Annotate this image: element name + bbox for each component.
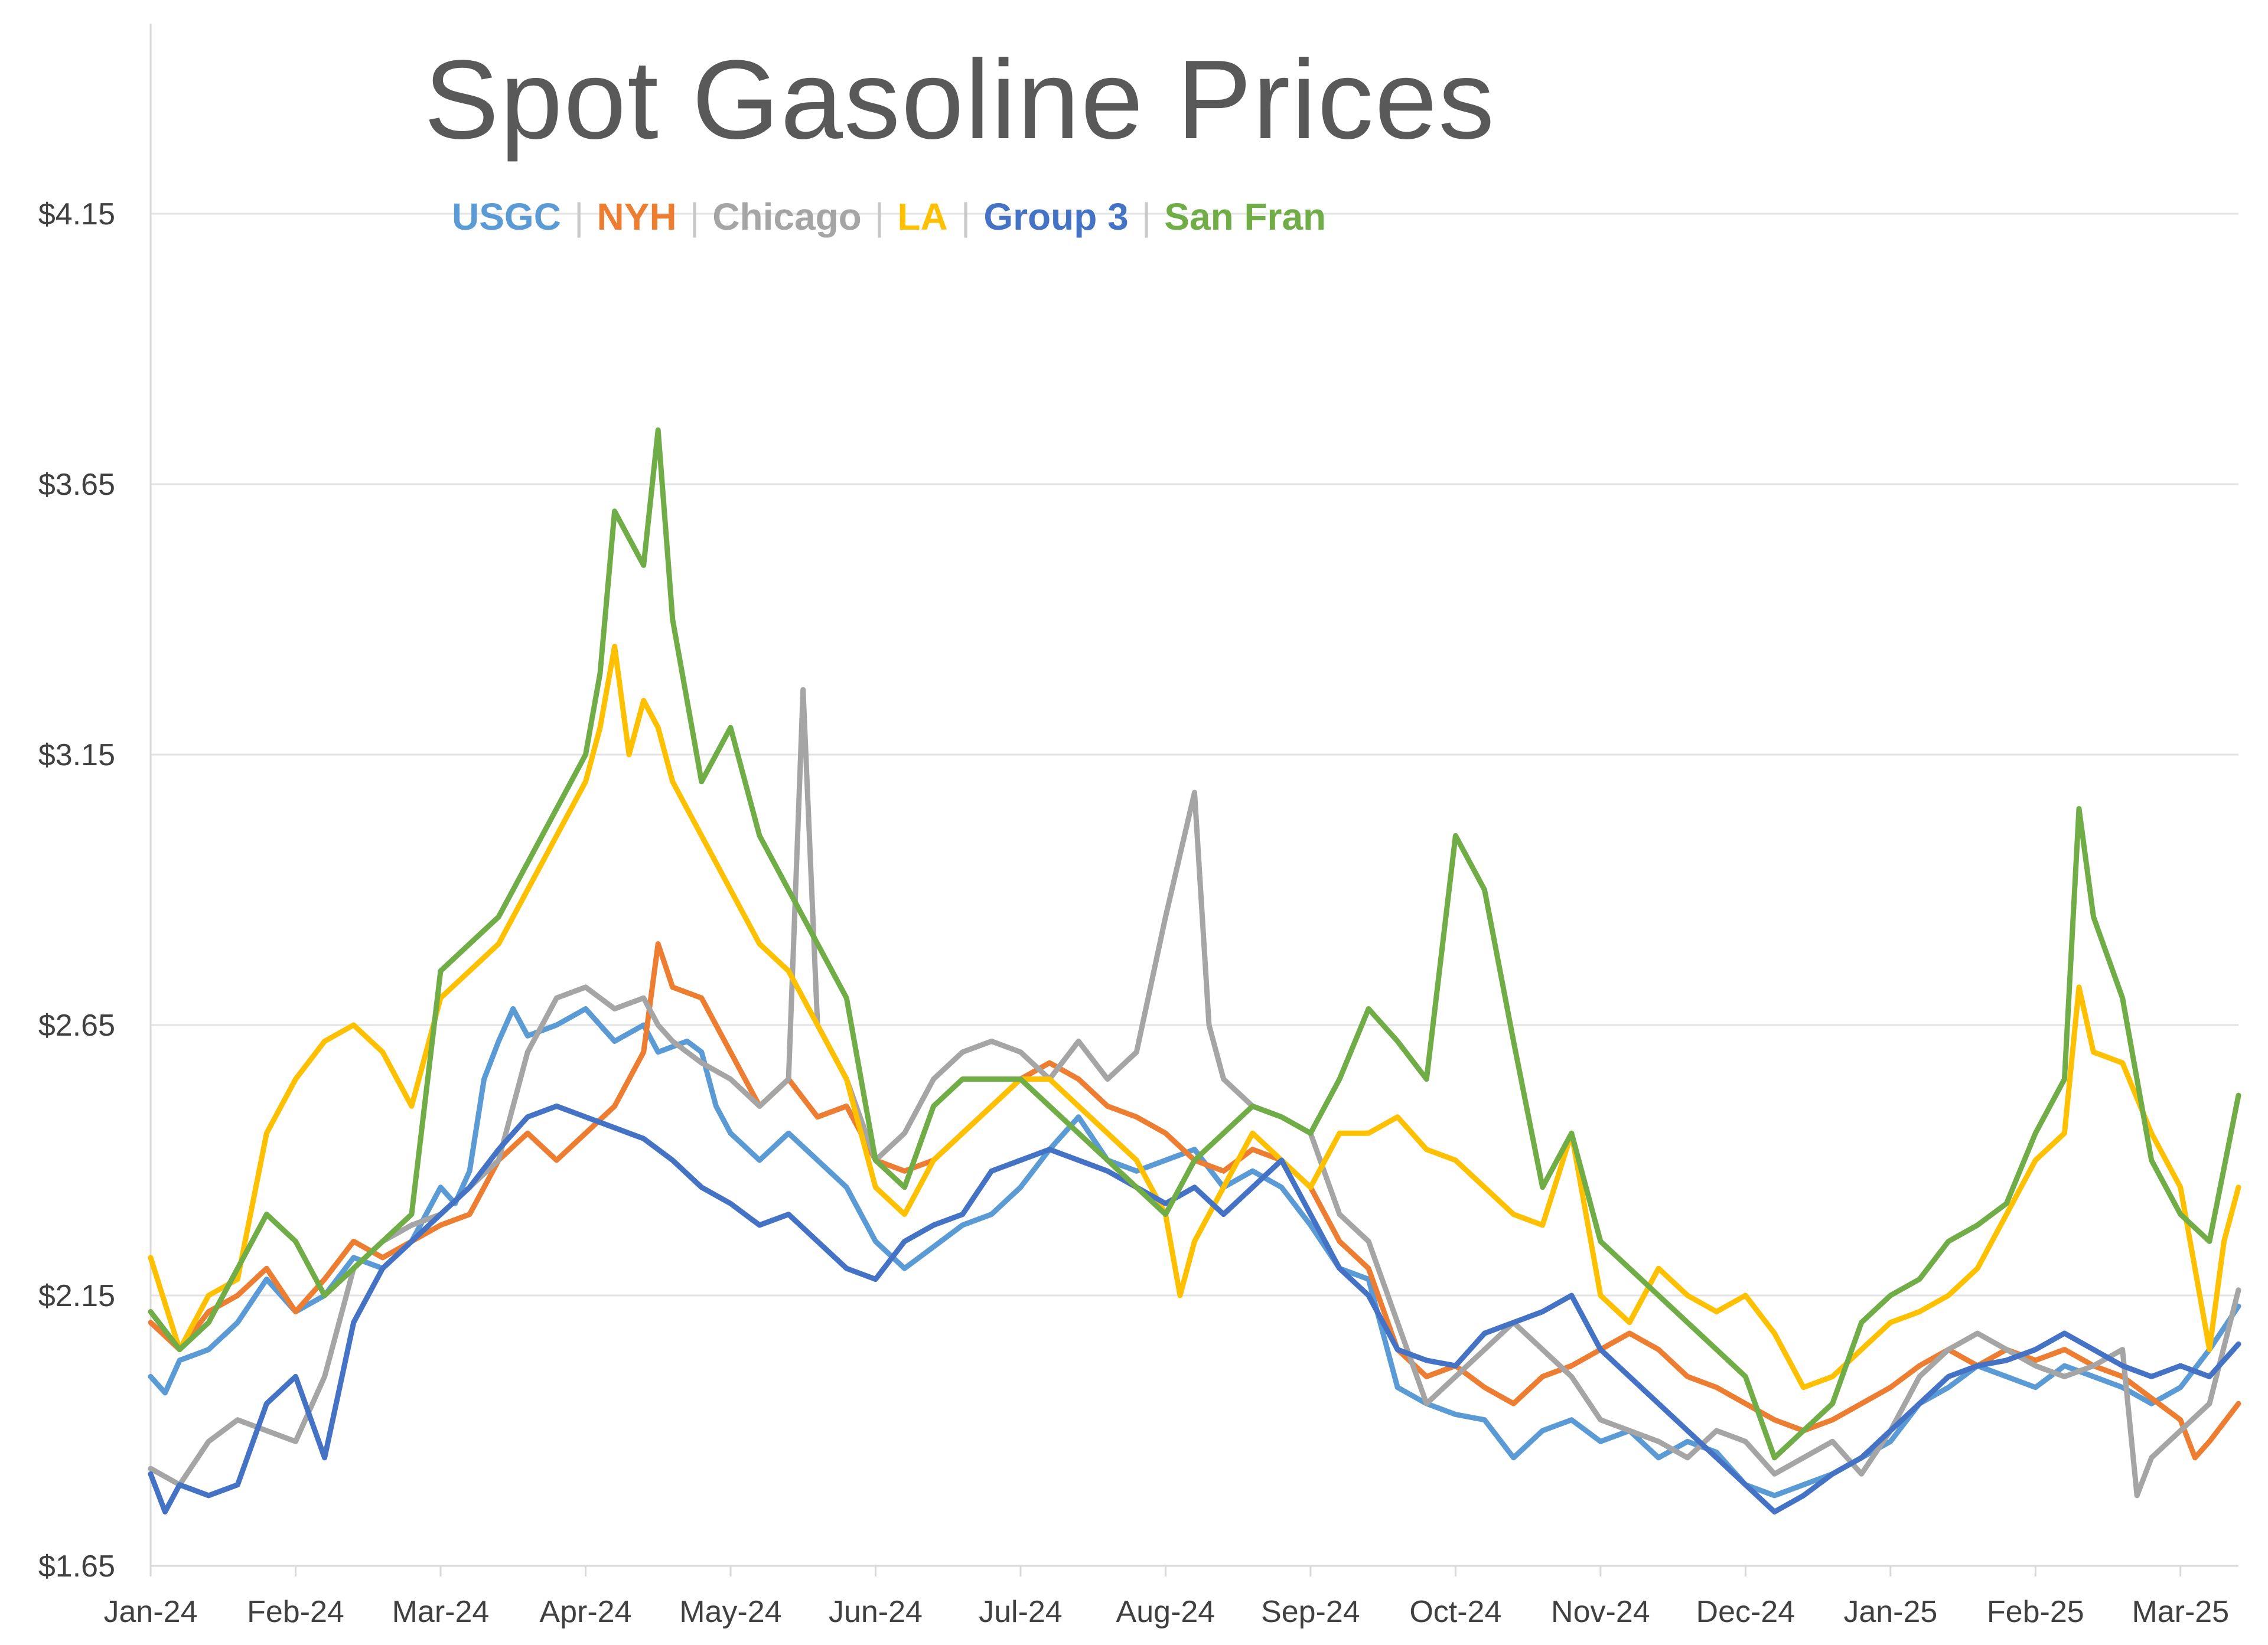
series-lines (148, 427, 2241, 1515)
series-line-usgc (148, 1006, 2241, 1499)
legend-chicago: Chicago (712, 195, 862, 238)
x-tick-label: Mar-24 (392, 1595, 490, 1629)
x-tick-label: Dec-24 (1696, 1595, 1795, 1629)
x-tick-label: Jan-25 (1843, 1595, 1937, 1629)
legend-separator: | (689, 195, 700, 238)
x-tick-label: Jun-24 (829, 1595, 923, 1629)
chart-title: Spot Gasoline Prices (424, 37, 1496, 162)
series-line-nyh (148, 941, 2241, 1461)
series-line-san-fran (148, 427, 2241, 1461)
x-tick-label: Sep-24 (1261, 1595, 1360, 1629)
y-axis-ticks: $1.65 $2.15 $2.65 $3.15 $3.65 $4.15 (38, 197, 115, 1584)
legend-separator: | (573, 195, 584, 238)
gridlines (149, 24, 2238, 1567)
x-tick-label: Aug-24 (1116, 1595, 1216, 1629)
x-tick-label: Jan-24 (104, 1595, 198, 1629)
y-tick-label: $2.65 (38, 1008, 115, 1043)
legend-la: LA (897, 195, 948, 238)
x-tick-label: Nov-24 (1551, 1595, 1650, 1629)
x-tick-label: Feb-24 (247, 1595, 344, 1629)
x-tick-label: May-24 (679, 1595, 781, 1629)
legend-usgc: USGC (452, 195, 561, 238)
y-tick-label: $4.15 (38, 197, 115, 231)
x-tick-label: Feb-25 (1987, 1595, 2084, 1629)
legend: USGC | NYH | Chicago | LA | Group 3 | San Fran (452, 195, 1326, 239)
x-tick-label: Mar-25 (2132, 1595, 2229, 1629)
x-tick-label: Apr-24 (539, 1595, 631, 1629)
series-line-group-3 (148, 1103, 2241, 1515)
x-axis-ticks: Jan-24 Feb-24 Mar-24 Apr-24 May-24 Jun-24 Jul-… (104, 1566, 2229, 1629)
legend-separator: | (1141, 195, 1152, 238)
series-line-la (148, 644, 2241, 1391)
legend-group3: Group 3 (983, 195, 1129, 238)
legend-san-fran: San Fran (1164, 195, 1327, 238)
series-line-chicago (148, 687, 2241, 1499)
y-tick-label: $3.15 (38, 738, 115, 772)
y-tick-label: $3.65 (38, 468, 115, 502)
y-tick-label: $1.65 (38, 1549, 115, 1584)
legend-nyh: NYH (597, 195, 677, 238)
x-tick-label: Jul-24 (979, 1595, 1063, 1629)
x-tick-label: Oct-24 (1409, 1595, 1501, 1629)
y-tick-label: $2.15 (38, 1279, 115, 1313)
legend-separator: | (960, 195, 971, 238)
legend-separator: | (874, 195, 885, 238)
